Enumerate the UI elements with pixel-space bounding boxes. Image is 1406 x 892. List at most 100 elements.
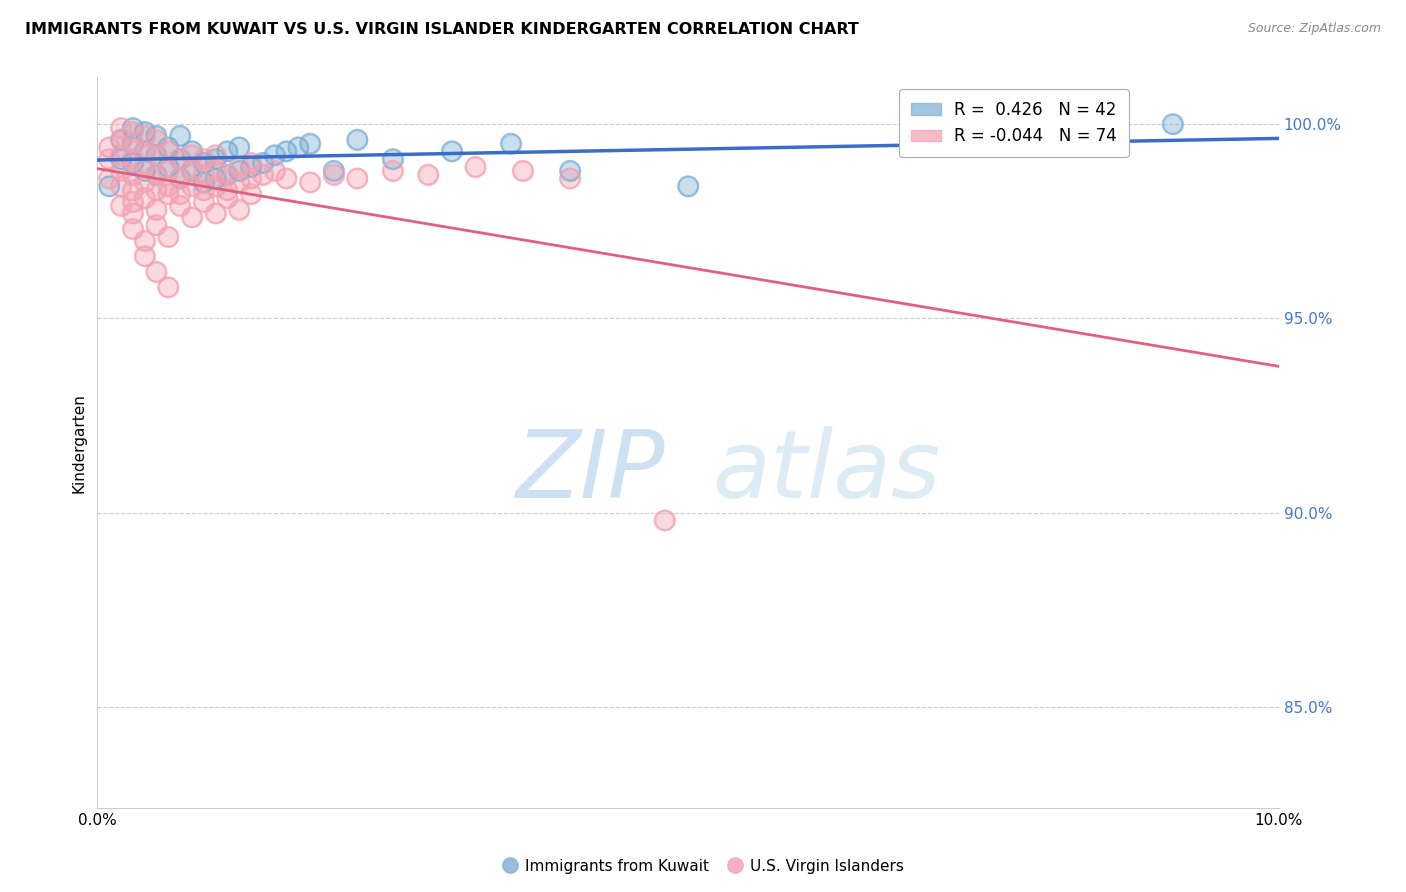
Point bbox=[145, 218, 167, 232]
Text: Source: ZipAtlas.com: Source: ZipAtlas.com bbox=[1247, 22, 1381, 36]
Point bbox=[276, 171, 298, 186]
Point bbox=[204, 179, 226, 194]
Point bbox=[145, 265, 167, 279]
Point bbox=[217, 168, 239, 182]
Point bbox=[169, 152, 191, 166]
Point bbox=[121, 120, 143, 135]
Point bbox=[98, 140, 121, 154]
Point bbox=[228, 202, 250, 217]
Point bbox=[193, 183, 215, 197]
Point bbox=[145, 202, 167, 217]
Point bbox=[134, 191, 156, 205]
Point bbox=[110, 133, 132, 147]
Point bbox=[157, 187, 180, 202]
Point bbox=[121, 194, 143, 209]
Point bbox=[157, 229, 180, 244]
Point bbox=[98, 171, 121, 186]
Point bbox=[145, 128, 167, 143]
Point bbox=[228, 202, 250, 217]
Point bbox=[121, 222, 143, 236]
Point bbox=[217, 145, 239, 159]
Point bbox=[169, 171, 191, 186]
Point bbox=[418, 168, 440, 182]
Point bbox=[204, 163, 226, 178]
Point bbox=[418, 168, 440, 182]
Point bbox=[110, 120, 132, 135]
Point bbox=[145, 183, 167, 197]
Point bbox=[121, 156, 143, 170]
Point bbox=[193, 175, 215, 189]
Point bbox=[145, 183, 167, 197]
Point bbox=[299, 136, 322, 151]
Point bbox=[134, 128, 156, 143]
Point bbox=[936, 125, 959, 139]
Point bbox=[98, 171, 121, 186]
Point bbox=[98, 140, 121, 154]
Point bbox=[169, 187, 191, 202]
Point bbox=[157, 145, 180, 159]
Point bbox=[180, 163, 202, 178]
Point bbox=[98, 152, 121, 166]
Point bbox=[252, 168, 274, 182]
Point bbox=[193, 183, 215, 197]
Point bbox=[157, 179, 180, 194]
Point bbox=[239, 160, 262, 174]
Point bbox=[134, 234, 156, 248]
Point bbox=[299, 175, 322, 189]
Point bbox=[169, 171, 191, 186]
Point bbox=[193, 152, 215, 166]
Point bbox=[145, 128, 167, 143]
Point bbox=[180, 148, 202, 162]
Point bbox=[134, 160, 156, 174]
Point bbox=[110, 133, 132, 147]
Point bbox=[134, 160, 156, 174]
Point bbox=[346, 133, 368, 147]
Point bbox=[157, 179, 180, 194]
Point bbox=[217, 168, 239, 182]
Point bbox=[121, 125, 143, 139]
Point bbox=[169, 152, 191, 166]
Point bbox=[204, 152, 226, 166]
Point bbox=[193, 194, 215, 209]
Point bbox=[134, 191, 156, 205]
Point bbox=[134, 175, 156, 189]
Point bbox=[157, 187, 180, 202]
Point bbox=[180, 145, 202, 159]
Point bbox=[157, 160, 180, 174]
Point bbox=[145, 148, 167, 162]
Point bbox=[180, 163, 202, 178]
Point bbox=[134, 234, 156, 248]
Point bbox=[134, 249, 156, 263]
Point bbox=[228, 140, 250, 154]
Point bbox=[239, 171, 262, 186]
Point bbox=[134, 125, 156, 139]
Point bbox=[204, 152, 226, 166]
Point bbox=[157, 140, 180, 154]
Point bbox=[263, 163, 285, 178]
Point bbox=[193, 175, 215, 189]
Point bbox=[134, 125, 156, 139]
Point bbox=[121, 168, 143, 182]
Point bbox=[676, 179, 699, 194]
Point bbox=[145, 133, 167, 147]
Point bbox=[654, 514, 676, 528]
Point bbox=[239, 187, 262, 202]
Point bbox=[440, 145, 463, 159]
Point bbox=[217, 145, 239, 159]
Text: IMMIGRANTS FROM KUWAIT VS U.S. VIRGIN ISLANDER KINDERGARTEN CORRELATION CHART: IMMIGRANTS FROM KUWAIT VS U.S. VIRGIN IS… bbox=[25, 22, 859, 37]
Point bbox=[157, 280, 180, 294]
Point bbox=[121, 136, 143, 151]
Point bbox=[276, 145, 298, 159]
Point bbox=[134, 163, 156, 178]
Point bbox=[180, 163, 202, 178]
Point bbox=[121, 194, 143, 209]
Point bbox=[121, 152, 143, 166]
Point bbox=[110, 133, 132, 147]
Point bbox=[204, 148, 226, 162]
Point bbox=[145, 265, 167, 279]
Point bbox=[121, 183, 143, 197]
Point bbox=[322, 163, 344, 178]
Point bbox=[346, 133, 368, 147]
Point bbox=[252, 156, 274, 170]
Point bbox=[157, 160, 180, 174]
